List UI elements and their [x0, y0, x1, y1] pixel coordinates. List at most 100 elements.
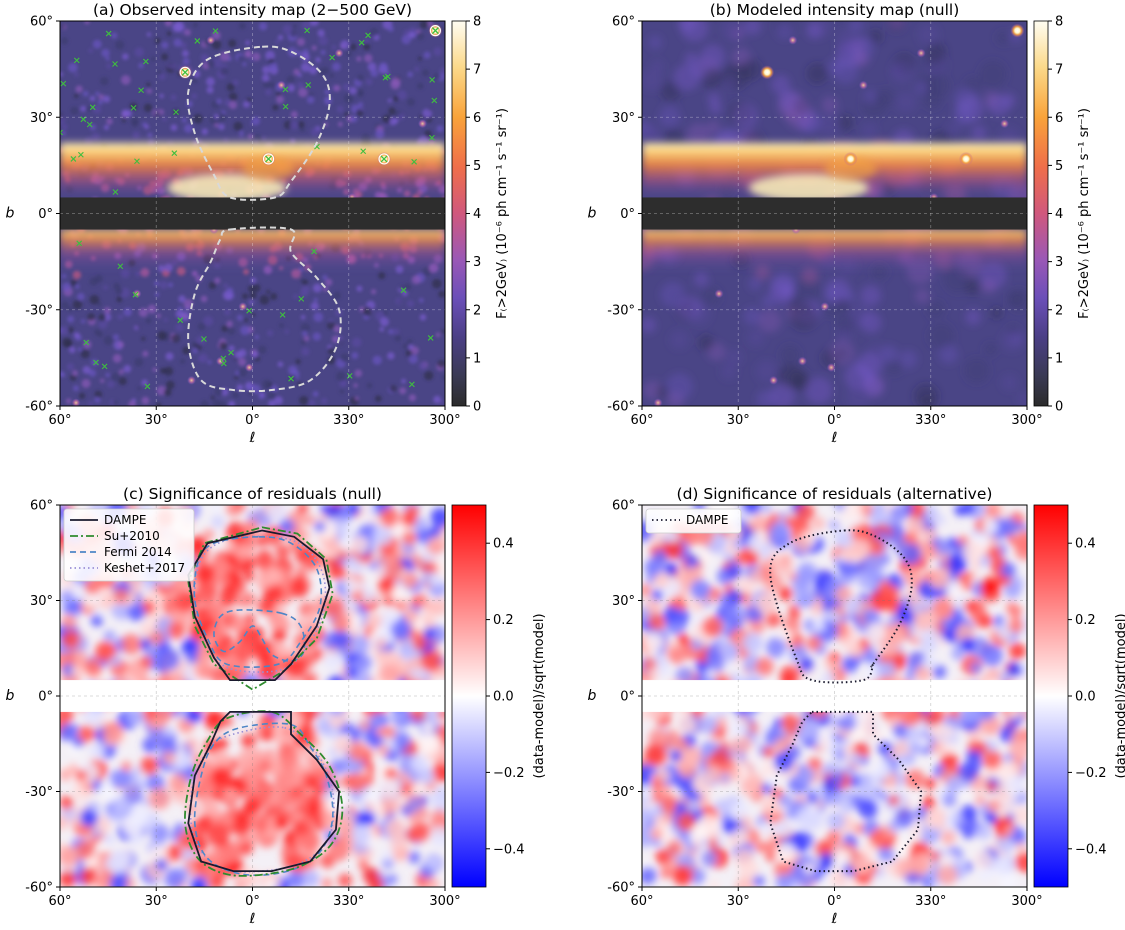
- point-source: [1010, 23, 1025, 38]
- point-source: [238, 302, 248, 312]
- masked-plane-band: [642, 680, 1027, 712]
- source-marker: [360, 148, 367, 155]
- source-marker: [358, 39, 365, 46]
- legend: DAMPE: [645, 508, 742, 534]
- colorbar-tick-label: 7: [473, 63, 481, 78]
- x-tick-label: 300°: [1011, 894, 1042, 909]
- masked-plane-band: [60, 680, 445, 712]
- masked-plane-band: [642, 197, 1027, 230]
- y-tick-label: 60°: [30, 499, 53, 514]
- x-axis-label: ℓ: [831, 430, 838, 446]
- x-tick-label: 30°: [145, 894, 168, 909]
- colorbar-tick-label: 8: [1055, 15, 1063, 30]
- source-marker: [212, 28, 219, 34]
- colorbar-tick-label: 5: [473, 159, 481, 174]
- source-marker: [346, 373, 353, 379]
- source-marker: [282, 103, 289, 110]
- y-tick-label: -30°: [607, 785, 635, 800]
- source-marker: [429, 134, 435, 141]
- x-tick-label: 330°: [333, 894, 364, 909]
- source-marker: [329, 54, 335, 61]
- source-marker: [130, 105, 137, 111]
- x-tick-label: 0°: [827, 894, 842, 909]
- colorbar-tick-label: 6: [1055, 111, 1063, 126]
- colorbar-tick-label: 0.0: [493, 690, 514, 705]
- contour-fermi-hollow: [213, 609, 306, 662]
- y-tick-label: -30°: [25, 303, 53, 318]
- point-source: [788, 35, 798, 45]
- plot-area-a: [60, 21, 445, 406]
- point-source: [826, 363, 836, 372]
- bubble-outline-north: [186, 45, 331, 201]
- panel-c: 60° 30° 0° 330° 300° -60° -30° 0° 30° 60° (c) Sign…: [6, 485, 547, 927]
- galactic-center-glow: [166, 173, 287, 202]
- colorbar-tick-label: 6: [473, 111, 481, 126]
- masked-plane-band: [60, 197, 445, 230]
- source-marker: [311, 248, 317, 255]
- point-source: [653, 398, 663, 406]
- source-marker: [112, 189, 119, 195]
- source-marker: [132, 291, 139, 298]
- colorbar-d: −0.4 −0.2 0.0 0.2 0.4 (data-model)/sqrt(model…: [1033, 504, 1125, 888]
- point-source: [769, 375, 779, 385]
- source-marker: [70, 156, 77, 162]
- source-ring: [262, 153, 275, 165]
- source-marker: [171, 150, 178, 157]
- source-marker: [77, 151, 84, 158]
- y-tick-label: 60°: [30, 15, 53, 30]
- source-marker: [201, 336, 207, 342]
- source-marker: [282, 86, 289, 93]
- contour-dampe-south: [187, 711, 341, 872]
- contour-dampe-south: [769, 710, 923, 873]
- x-tick-label: 30°: [727, 894, 750, 909]
- colorbar-tick-label: −0.2: [1075, 766, 1107, 781]
- x-axis-label: ℓ: [831, 911, 838, 927]
- source-marker: [265, 155, 273, 163]
- plot-area-d: [642, 505, 1027, 887]
- colorbar-c: −0.4 −0.2 0.0 0.2 0.4 (data-model)/sqrt(model…: [451, 504, 547, 888]
- galactic-center-glow: [748, 173, 869, 202]
- point-source: [334, 48, 344, 58]
- x-tick-label: 60°: [48, 413, 71, 428]
- source-marker: [400, 287, 407, 294]
- point-source: [858, 80, 868, 90]
- plot-area-b: [642, 21, 1027, 406]
- colorbar-label: F₍>2GeV₎ (10⁻⁶ ph cm⁻¹ s⁻¹ sr⁻¹): [495, 108, 510, 319]
- colorbar-b: 0 1 2 3 4 5 6 7 8 F₍>2GeV₎ (10⁻⁶ ph cm⁻¹ s⁻¹ sr⁻¹…: [1033, 15, 1092, 415]
- point-source: [797, 356, 807, 366]
- y-tick-label: 30°: [30, 594, 53, 609]
- y-tick-label: 0°: [38, 690, 53, 705]
- x-tick-label: 300°: [429, 413, 460, 428]
- galactic-disk-south: [60, 229, 445, 272]
- source-ring: [179, 66, 191, 78]
- panel-b: 60° 30° 0° 330° 300° -60° -30° 0° 30° 60° (b) Mode…: [588, 1, 1092, 446]
- colorbar-tick-label: 0.4: [493, 537, 514, 552]
- contour-su-south: [184, 710, 344, 877]
- legend-entry-label: DAMPE: [104, 513, 146, 527]
- x-tick-label: 330°: [915, 413, 946, 428]
- x-tick-label: 30°: [727, 413, 750, 428]
- y-tick-label: 60°: [612, 499, 635, 514]
- y-axis-label: b: [588, 688, 597, 704]
- source-marker: [411, 158, 418, 165]
- source-marker: [427, 335, 434, 341]
- x-tick-label: 330°: [333, 413, 364, 428]
- source-marker: [246, 307, 253, 314]
- source-marker: [304, 27, 310, 34]
- y-axis-label: b: [6, 206, 15, 222]
- contours: [769, 529, 923, 873]
- colorbar-tick-label: 1: [473, 351, 481, 366]
- source-marker: [101, 363, 108, 370]
- source-marker: [220, 355, 227, 362]
- legend-entry-label: Su+2010: [104, 529, 160, 543]
- point-source: [760, 65, 775, 80]
- source-marker: [429, 77, 436, 83]
- colorbar-tick-label: −0.4: [493, 842, 525, 857]
- x-axis-label: ℓ: [249, 911, 256, 927]
- source-marker: [288, 375, 294, 382]
- x-axis-label: ℓ: [249, 430, 256, 446]
- y-tick-label: -60°: [607, 400, 635, 415]
- bubble-outline-south: [187, 226, 342, 393]
- point-source: [916, 48, 926, 58]
